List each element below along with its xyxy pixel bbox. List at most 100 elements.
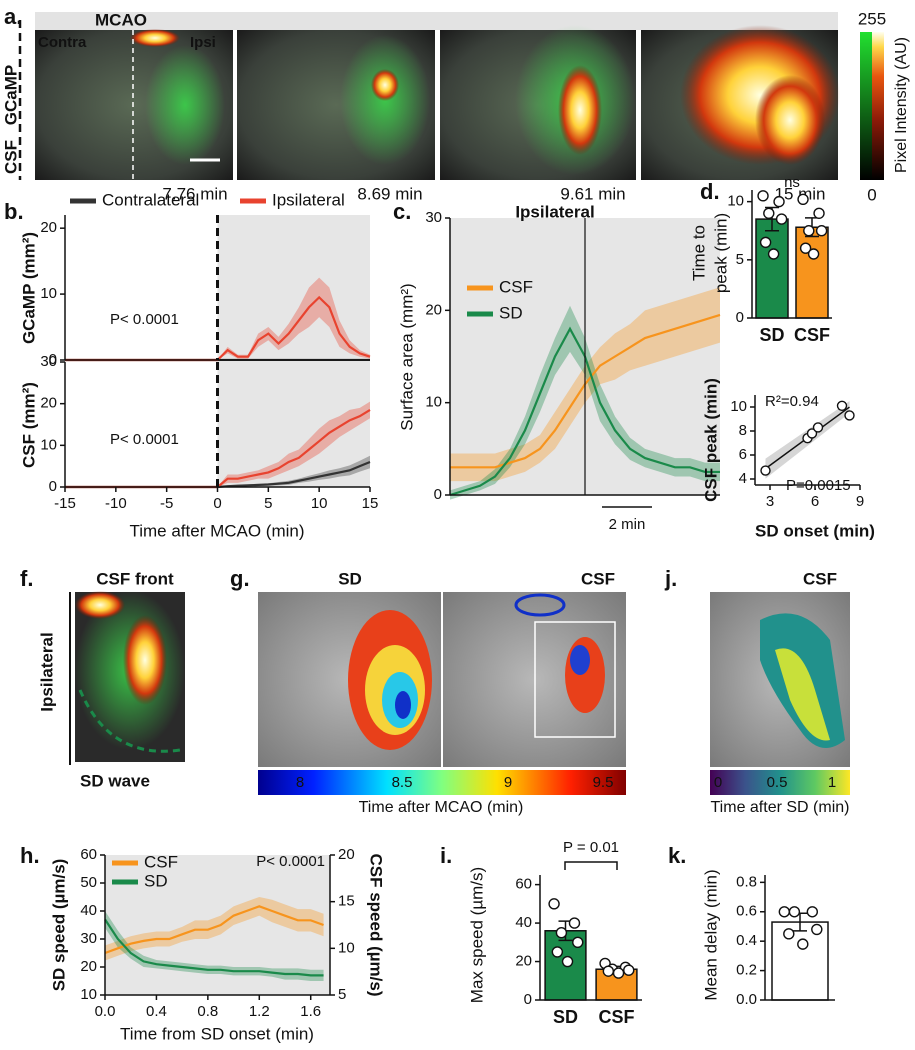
y-tick-label: 20 [515,953,532,970]
y-axis-label: peak (min) [711,213,730,293]
x-tick-label: 10 [311,495,328,512]
y-axis-label: CSF peak (min) [701,378,720,502]
data-point [799,242,812,254]
y-tick-label: 10 [730,398,747,415]
x-tick-label: SD [553,1007,578,1027]
annotation: 2 min [609,516,646,533]
image-label: CSF [803,569,837,588]
y-axis-label: CSF (mm²) [19,382,38,468]
inset-box [534,621,616,738]
image-label: CSF [581,569,615,588]
data-point [555,926,568,939]
annotation: P=0.0015 [786,477,851,494]
row-label: GCaMP [1,65,20,125]
colorbar-label: 255 [858,9,886,28]
error-band [105,897,324,961]
image-label: Ipsi [190,34,216,51]
x-tick-label: 0.0 [95,1003,116,1020]
x-tick-label: 3 [766,493,774,510]
y-tick-label: 50 [80,874,97,891]
x-tick-label: 9 [856,493,864,510]
x-tick-label: 1.2 [249,1003,270,1020]
image-label: SD wave [80,771,150,790]
y-tick-label: 30 [425,209,442,226]
y-tick-label: 6 [739,446,747,463]
series-line [104,918,324,977]
data-point [551,946,564,958]
bar [795,226,829,319]
colorbar-label: 0 [867,185,876,204]
y-tick-label: 0 [49,478,57,495]
panel-label: j. [664,566,677,591]
y-tick-label: 0 [524,991,532,1008]
y-tick-label: 40 [515,914,532,931]
data-point [757,190,769,202]
data-point [568,917,581,929]
data-point [844,410,855,421]
panel-label: f. [20,566,33,591]
error-band [65,401,370,487]
data-point [623,964,635,976]
y-tick-label: 5 [736,251,744,268]
image-label: Ipsilateral [37,632,56,711]
x-tick-label: 5 [264,495,272,512]
data-point [760,465,771,476]
data-point [836,400,848,411]
y-tick-label: 10 [727,193,744,210]
y-tick-label: 20 [40,219,57,236]
x-tick-label: -5 [160,495,173,512]
y-tick-label: 0.0 [736,991,757,1008]
y2-tick-label: 10 [338,939,355,956]
data-point [759,236,772,249]
data-point [806,906,819,918]
colorbar-tick: 1 [828,774,836,791]
time-label: 8.69 min [357,184,422,203]
image-title: MCAO [95,10,147,29]
y-axis-label: Mean delay (min) [701,869,720,1000]
colorbar-tick: 0.5 [767,774,788,791]
image-glow [145,45,225,165]
panel-label: c. [393,199,411,224]
map-blob [775,648,830,741]
x-tick-label: 15 [362,495,379,512]
y-tick-label: 30 [40,353,57,370]
panel-label: h. [20,843,40,868]
image-glow [558,65,602,155]
data-point [807,248,820,260]
data-point [561,955,574,968]
time-label: 7.76 min [162,184,227,203]
data-point [788,906,801,918]
panel-label: k. [668,843,686,868]
legend-label: Contralateral [102,190,199,209]
data-point [812,422,824,433]
series-line [104,905,324,955]
data-point [811,923,823,936]
y2-tick-label: 5 [338,986,346,1003]
x-tick-label: CSF [599,1007,635,1027]
annotation: P< 0.0001 [110,311,179,328]
legend-label: CSF [144,852,178,871]
x-tick-label: SD [759,325,784,345]
colorbar [860,32,872,180]
data-point [783,928,795,940]
data-point [778,906,791,918]
colorbar-tick: 9 [504,774,512,791]
image-glow [755,75,825,165]
time-label: 15 min [774,184,825,203]
data-point [797,938,809,950]
colorbar-title: Time after SD (min) [711,799,850,816]
y-tick-label: 60 [515,876,532,893]
y-tick-label: 0.6 [736,903,757,920]
panel-label: i. [440,843,452,868]
x-tick-label: CSF [794,325,830,345]
y-tick-label: 30 [80,930,97,947]
image-strip [35,25,840,180]
data-point [815,225,828,237]
y-tick-label: 10 [425,394,442,411]
bar [755,218,789,319]
y-tick-label: 0 [49,351,57,368]
header-band [35,12,838,30]
data-point [548,898,560,910]
image-glow [75,591,125,619]
